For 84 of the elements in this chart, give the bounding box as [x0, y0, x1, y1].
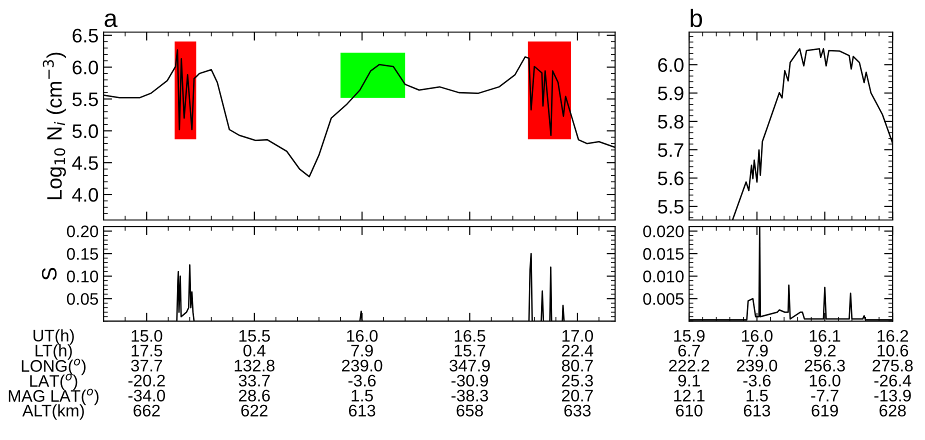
y-tick-label: 6.5: [72, 28, 98, 43]
text: 275.8: [872, 360, 913, 372]
text: LT(h): [36, 344, 72, 360]
x-tick-label: 16.0: [347, 330, 378, 342]
y-tick-label: 5.5: [72, 92, 98, 106]
text: 633: [564, 404, 591, 417]
text: 0.4: [243, 344, 266, 357]
text: 12.1: [674, 390, 705, 402]
y-tick-label: 4.0: [72, 188, 98, 202]
text: 15.7: [454, 344, 486, 357]
text: -26.4: [874, 374, 912, 387]
text: 80.7: [562, 360, 593, 372]
x-tick-label: 16.0: [742, 330, 773, 342]
text: 10.6: [878, 344, 908, 357]
text: 37.7: [131, 360, 162, 372]
x-tick-label: 15.5: [239, 330, 270, 342]
y-tick-label: 0.015: [643, 248, 684, 260]
text: LAT($^{o}$): [30, 374, 78, 390]
text: -38.3: [451, 390, 488, 402]
text: 1.5: [352, 390, 373, 402]
text: -34.0: [128, 390, 166, 402]
y-tick-label: 5.9: [658, 86, 684, 100]
text: 239.0: [736, 360, 778, 372]
text: 17.5: [132, 344, 162, 357]
text: -3.6: [348, 374, 376, 387]
x-tick-label: 16.5: [454, 330, 486, 342]
text: 9.1: [678, 374, 700, 387]
text: -30.9: [451, 374, 488, 387]
y-tick-label: 5.6: [658, 172, 684, 186]
x-tick-label: 17.0: [562, 330, 593, 342]
text: 20.7: [562, 390, 593, 402]
text: 7.9: [351, 344, 373, 357]
text: 9.2: [814, 344, 836, 357]
text: -20.2: [128, 374, 165, 387]
text: 658: [456, 404, 483, 417]
x-tick-label: 15.9: [674, 330, 705, 342]
text: 6.7: [678, 344, 700, 357]
text: 613: [349, 404, 376, 417]
y-axis-title: Log$_{10}$ N$_{i}$ (cm$^{−3}$): [42, 52, 66, 200]
text: LONG($^{o}$): [22, 358, 86, 376]
y-tick-label: 0.20: [66, 226, 98, 238]
y-tick-label: 6.0: [658, 58, 684, 72]
y-tick-label: 0.020: [643, 226, 684, 238]
text: 1.5: [746, 390, 768, 402]
text: 239.0: [342, 360, 382, 372]
y-tick-label: 0.010: [643, 270, 684, 282]
y-axis-title: S: [42, 268, 57, 280]
text: -13.9: [874, 390, 911, 402]
y-tick-label: 0.10: [66, 270, 98, 282]
y-tick-label: 6.0: [72, 60, 98, 74]
text: MAG LAT($^{o}$): [8, 388, 98, 406]
y-tick-label: 0.05: [66, 293, 98, 305]
chart-title: b: [690, 8, 702, 28]
text: 610: [676, 404, 702, 417]
text: 28.6: [238, 390, 270, 402]
y-tick-label: 4.5: [72, 156, 98, 170]
text: 33.7: [238, 374, 270, 387]
y-tick-label: 5.8: [658, 114, 684, 129]
text: 25.3: [562, 374, 593, 387]
y-tick-label: 0.005: [643, 293, 684, 305]
text: -3.6: [743, 374, 771, 387]
text: -7.7: [811, 390, 838, 402]
x-tick-label: 16.1: [810, 330, 840, 342]
y-tick-label: 5.7: [658, 143, 684, 157]
x-tick-label: 16.2: [878, 330, 908, 342]
text: 7.9: [746, 344, 768, 357]
text: 132.8: [234, 360, 274, 372]
x-tick-label: 15.0: [132, 330, 162, 342]
text: 619: [812, 404, 838, 417]
text: ALT(km): [22, 404, 84, 420]
y-tick-label: 5.5: [658, 200, 684, 214]
text: 256.3: [804, 360, 845, 372]
text: 613: [744, 404, 770, 417]
text: 347.9: [450, 360, 490, 372]
text: UT(h): [34, 329, 74, 345]
y-tick-label: 5.0: [72, 124, 98, 138]
text: 662: [134, 404, 160, 417]
text: 628: [880, 404, 906, 417]
text: 16.0: [810, 374, 840, 387]
text: 222.2: [669, 360, 710, 372]
y-tick-label: 0.15: [66, 248, 98, 260]
chart-title: a: [104, 13, 118, 28]
text: 22.4: [562, 344, 594, 356]
text: 622: [241, 404, 268, 417]
